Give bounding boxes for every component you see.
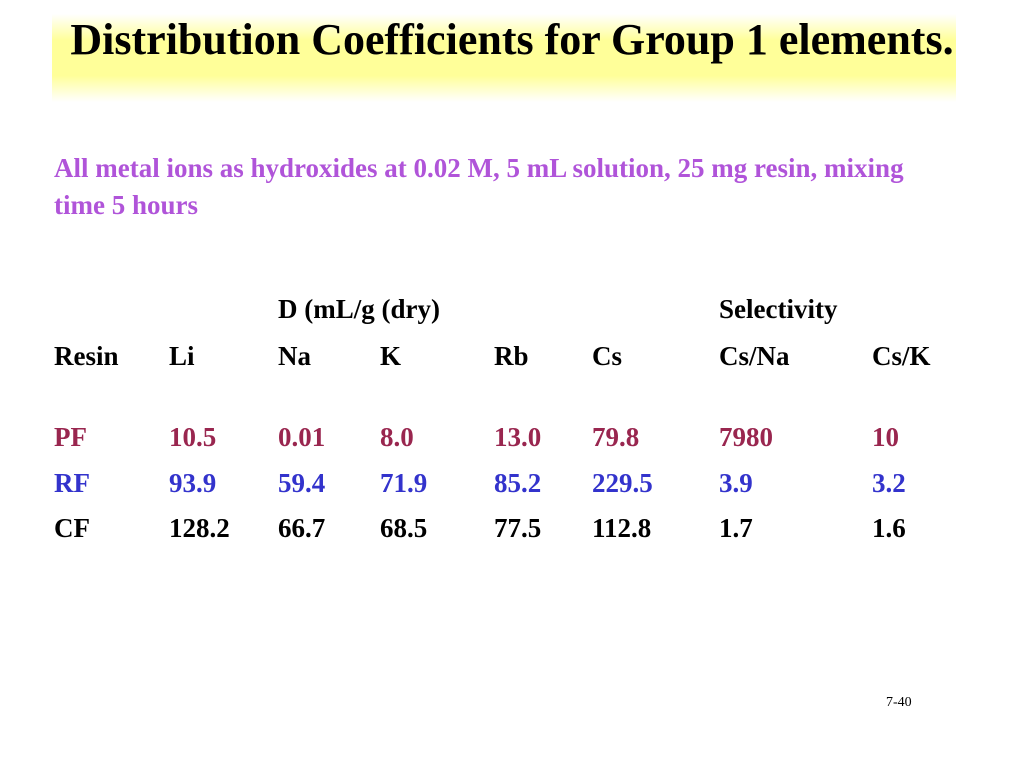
slide-subtitle: All metal ions as hydroxides at 0.02 M, … (54, 153, 904, 220)
table-cell-li: 10.5 (169, 422, 217, 452)
table-cell-cs-k: 10 (872, 422, 899, 452)
row-label: RF (54, 468, 90, 498)
table-cell-rb: 77.5 (494, 513, 542, 543)
table-cell-na: 59.4 (278, 468, 326, 498)
table-cell-na: 0.01 (278, 422, 326, 452)
table-cell-cs-na: 7980 (719, 422, 773, 452)
column-header-cs-na: Cs/Na (719, 341, 790, 371)
column-header-li: Li (169, 341, 195, 371)
table-cell-cs: 112.8 (592, 513, 652, 543)
row-label: PF (54, 422, 87, 452)
column-header-rb: Rb (494, 341, 529, 371)
table-cell-rb: 85.2 (494, 468, 542, 498)
slide-number: 7-40 (886, 695, 912, 710)
table-cell-k: 8.0 (380, 422, 414, 452)
table-cell-cs-k: 1.6 (872, 513, 906, 543)
table-cell-cs: 229.5 (592, 468, 653, 498)
column-header-k: K (380, 341, 402, 371)
table-cell-li: 128.2 (169, 513, 230, 543)
table-cell-cs-na: 3.9 (719, 468, 753, 498)
table-cell-na: 66.7 (278, 513, 326, 543)
column-header-cs-k: Cs/K (872, 341, 931, 371)
group-header-distribution: D (mL/g (dry) (278, 294, 440, 324)
row-label: CF (54, 513, 90, 543)
column-header-cs: Cs (592, 341, 623, 371)
table-cell-cs-na: 1.7 (719, 513, 753, 543)
slide-title: Distribution Coefficients for Group 1 el… (70, 15, 954, 64)
table-cell-k: 71.9 (380, 468, 428, 498)
table-cell-li: 93.9 (169, 468, 217, 498)
table-cell-k: 68.5 (380, 513, 428, 543)
column-header-resin: Resin (54, 341, 119, 371)
title-highlight-band (52, 14, 956, 102)
table-cell-rb: 13.0 (494, 422, 542, 452)
group-header-selectivity: Selectivity (719, 294, 838, 324)
table-cell-cs-k: 3.2 (872, 468, 906, 498)
table-cell-cs: 79.8 (592, 422, 640, 452)
column-header-na: Na (278, 341, 311, 371)
